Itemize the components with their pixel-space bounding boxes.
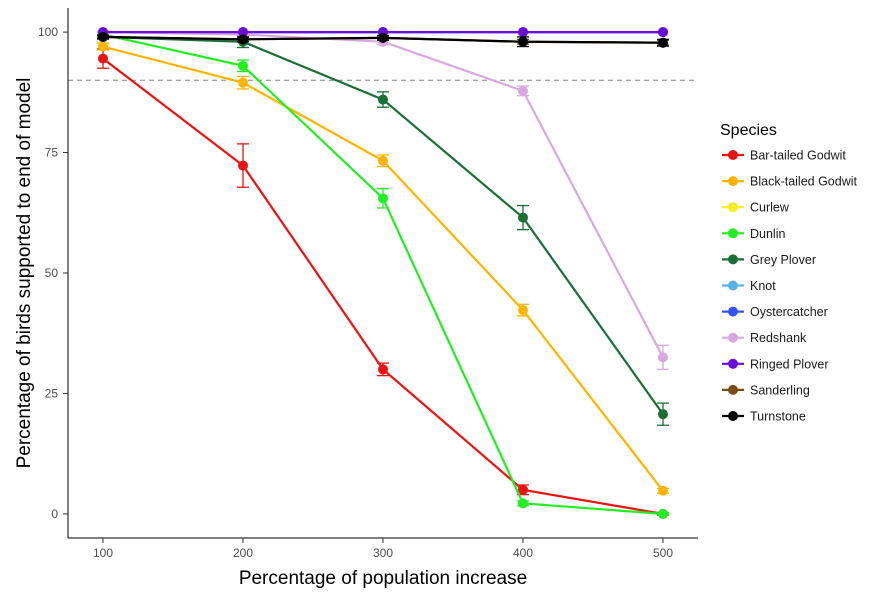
legend-key-marker <box>728 411 738 421</box>
plot-area <box>68 27 698 519</box>
data-point <box>658 37 668 48</box>
data-point <box>378 32 388 43</box>
data-point <box>518 27 528 38</box>
legend-label: Ringed Plover <box>750 357 829 371</box>
data-point <box>658 409 668 420</box>
x-tick-label: 200 <box>233 546 253 560</box>
data-point <box>238 77 248 88</box>
series-line-black-tailed-godwit <box>102 45 664 492</box>
data-point <box>378 193 388 204</box>
data-point <box>238 60 248 71</box>
data-point <box>658 508 668 519</box>
y-tick-label: 25 <box>45 386 59 400</box>
legend-key-marker <box>728 228 738 239</box>
legend: Species Bar-tailed Godwit Black-tailed Go… <box>720 122 858 424</box>
legend-key-marker <box>728 332 738 343</box>
data-point <box>518 484 528 495</box>
data-point <box>98 41 108 52</box>
legend-label: Bar-tailed Godwit <box>750 149 846 163</box>
data-point <box>378 94 388 105</box>
legend-label: Dunlin <box>750 227 785 241</box>
legend-key-marker <box>728 150 738 160</box>
y-tick-label: 100 <box>38 25 58 39</box>
data-point <box>378 364 388 375</box>
legend-label: Curlew <box>750 201 790 215</box>
data-point <box>378 155 388 166</box>
x-tick-label: 300 <box>373 546 393 560</box>
data-point <box>98 53 108 64</box>
data-point <box>658 485 668 496</box>
data-point <box>518 85 528 96</box>
data-point <box>238 160 248 171</box>
data-point <box>238 27 248 38</box>
series-turnstone <box>97 31 669 48</box>
y-tick-label: 50 <box>45 266 59 280</box>
data-point <box>518 498 528 509</box>
data-point <box>98 31 108 42</box>
x-axis-title: Percentage of population increase <box>239 568 527 589</box>
legend-label: Black-tailed Godwit <box>750 175 858 189</box>
x-tick-label: 100 <box>93 546 113 560</box>
legend-label: Redshank <box>750 331 807 345</box>
data-point <box>518 305 528 316</box>
legend-label: Knot <box>750 279 776 293</box>
legend-key-marker <box>728 176 738 187</box>
legend-label: Turnstone <box>750 410 806 424</box>
y-tick-label: 75 <box>45 146 59 160</box>
data-point <box>238 34 248 45</box>
legend-key-marker <box>728 202 738 213</box>
data-point <box>518 36 528 47</box>
series-bar-tailed-godwit <box>97 48 669 519</box>
legend-key-marker <box>728 384 738 395</box>
legend-key-marker <box>728 306 738 317</box>
legend-label: Oystercatcher <box>750 305 828 319</box>
x-axis-ticks: 100 200 300 400 500 <box>93 538 673 560</box>
legend-label: Sanderling <box>750 383 810 397</box>
legend-label: Grey Plover <box>750 253 816 267</box>
y-axis-ticks: 0 25 50 75 100 <box>38 25 68 521</box>
data-point <box>658 27 668 38</box>
legend-key-marker <box>728 358 738 369</box>
data-point <box>518 212 528 223</box>
legend-key-marker <box>728 254 738 265</box>
x-tick-label: 400 <box>513 546 533 560</box>
data-point <box>658 352 668 363</box>
legend-title: Species <box>720 122 777 139</box>
series-black-tailed-godwit <box>97 41 669 496</box>
legend-key-marker <box>728 280 738 291</box>
y-tick-label: 0 <box>51 507 58 521</box>
y-axis-title: Percentage of birds supported to end of … <box>14 78 35 469</box>
x-tick-label: 500 <box>653 546 673 560</box>
series-line-bar-tailed-godwit <box>102 57 664 515</box>
